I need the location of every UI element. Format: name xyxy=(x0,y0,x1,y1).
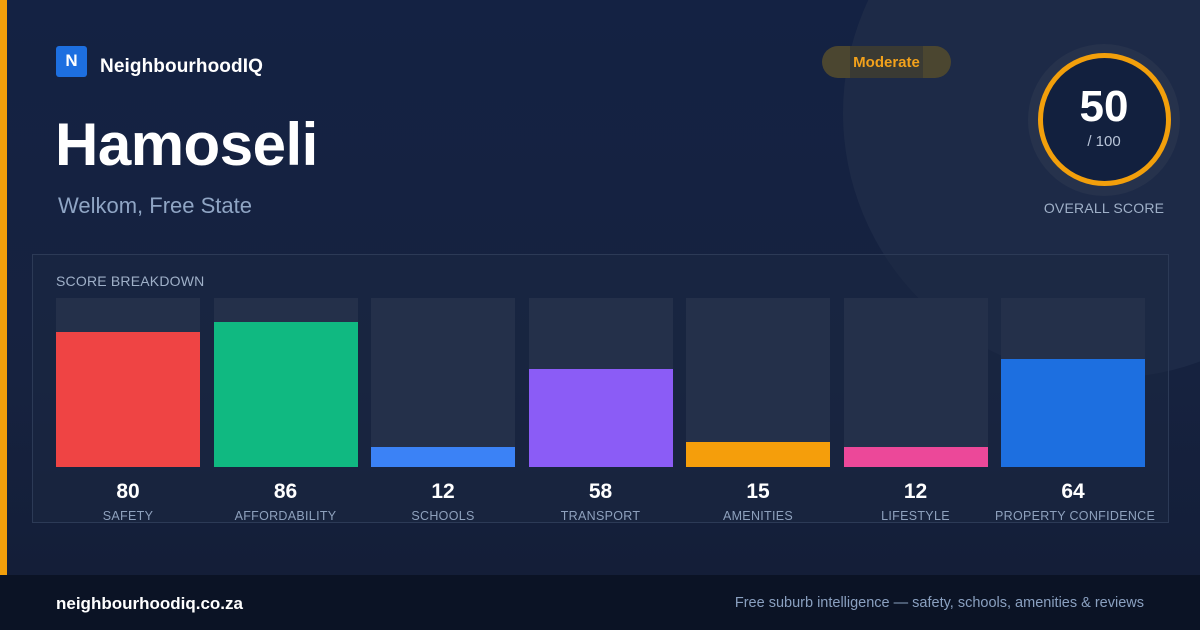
footer: neighbourhoodiq.co.za Free suburb intell… xyxy=(0,575,1200,630)
accent-stripe xyxy=(0,0,7,576)
bar-fill xyxy=(686,442,830,467)
bar-value: 12 xyxy=(903,480,928,503)
bar-fill xyxy=(843,447,988,467)
bar-value: 15 xyxy=(746,480,770,503)
score-bar-transport: 58 TRANSPORT xyxy=(528,298,673,524)
bar-track xyxy=(528,298,673,467)
overall-score-value: 50 xyxy=(1079,82,1129,131)
footer-url-link[interactable]: neighbourhoodiq.co.za xyxy=(56,594,243,613)
bar-track xyxy=(371,298,515,467)
bar-label: AMENITIES xyxy=(722,509,794,523)
brand[interactable]: N NeighbourhoodIQ xyxy=(56,45,263,78)
bar-value: 58 xyxy=(588,480,613,503)
overall-score-dial: 50 xyxy=(1028,44,1180,196)
bar-label: AFFORDABILITY xyxy=(234,509,337,523)
bar-label: SAFETY xyxy=(102,509,154,523)
bar-fill xyxy=(371,447,515,467)
breakdown-title: SCORE BREAKDOWN xyxy=(56,273,205,289)
bar-track xyxy=(213,298,358,467)
overall-score-label: OVERALL SCORE xyxy=(1043,200,1165,216)
bar-value: 86 xyxy=(273,480,298,503)
footer-tagline: Free suburb intelligence — safety, schoo… xyxy=(734,595,1144,611)
bar-fill xyxy=(213,322,358,467)
score-bar-schools: 12 SCHOOLS xyxy=(371,298,515,524)
score-bar-amenities: 15 AMENITIES xyxy=(686,298,830,524)
bar-track xyxy=(843,298,988,467)
score-breakdown-panel: SCORE BREAKDOWN 80 SAFETY 86 AFFORDABILITY 1… xyxy=(32,254,1169,523)
score-ring xyxy=(1038,53,1171,186)
brand-logo-icon: N xyxy=(56,45,87,77)
rating-badge: Moderate xyxy=(822,46,951,78)
bar-fill xyxy=(528,369,673,467)
bar-label: LIFESTYLE xyxy=(881,509,950,523)
overall-score-total: / 100 xyxy=(1087,133,1121,150)
score-bar-property-confidence: 64 PROPERTY CONFIDENCE xyxy=(995,298,1155,524)
bar-label: SCHOOLS xyxy=(411,509,475,523)
bar-track xyxy=(1001,298,1145,467)
rating-badge-label: Moderate xyxy=(853,53,920,71)
bar-value: 80 xyxy=(116,480,140,503)
bar-label: TRANSPORT xyxy=(560,509,641,523)
score-bar-safety: 80 SAFETY xyxy=(56,298,200,524)
bar-track xyxy=(56,298,200,467)
score-bar-affordability: 86 AFFORDABILITY xyxy=(213,298,358,524)
bar-value: 12 xyxy=(431,480,455,503)
bar-fill xyxy=(56,332,200,467)
score-bar-lifestyle: 12 LIFESTYLE xyxy=(843,298,988,524)
bar-fill xyxy=(1001,359,1145,467)
suburb-title: Hamoseli xyxy=(55,111,318,178)
brand-name: NeighbourhoodIQ xyxy=(100,56,263,77)
bar-value: 64 xyxy=(1061,480,1085,503)
bar-track xyxy=(686,298,830,467)
bar-label: PROPERTY CONFIDENCE xyxy=(995,509,1156,523)
suburb-location: Welkom, Free State xyxy=(58,193,252,218)
